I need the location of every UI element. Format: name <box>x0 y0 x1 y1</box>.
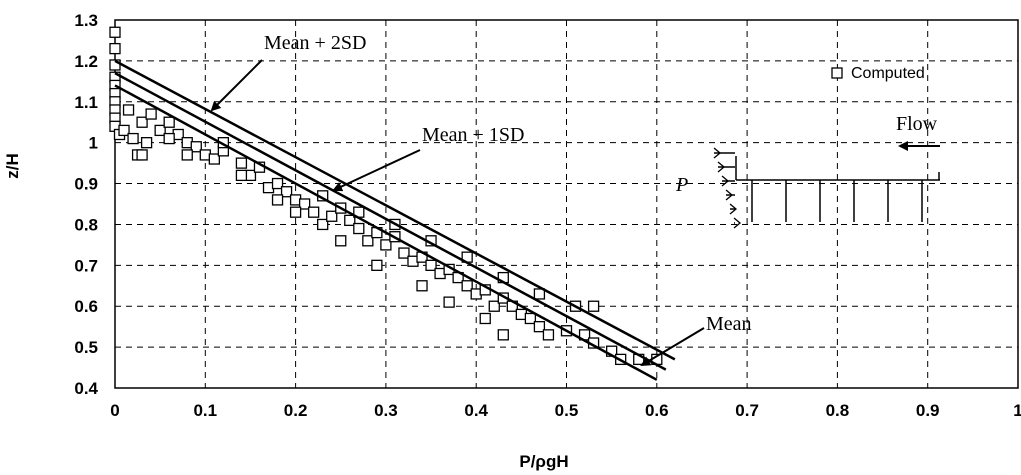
data-point <box>136 116 148 128</box>
data-point <box>479 312 491 325</box>
data-point <box>235 157 248 169</box>
data-point <box>425 259 437 271</box>
x-tick-label: 0.4 <box>464 401 488 420</box>
data-point <box>163 116 175 128</box>
plot-frame <box>114 19 1019 389</box>
line-mean-1sd <box>114 72 667 371</box>
mean-arrow <box>640 327 705 367</box>
x-tick-label: 0.7 <box>735 401 759 420</box>
y-tick-label: 1.1 <box>74 93 98 112</box>
grid <box>115 20 1018 388</box>
pressure-arrowhead <box>713 147 722 159</box>
data-point <box>488 300 500 312</box>
y-axis-title: z/H <box>3 153 22 179</box>
data-point <box>271 177 284 190</box>
y-tick-label: 1.2 <box>74 52 98 71</box>
inset-schematic: Flow P <box>675 113 940 229</box>
x-tick-label: 0 <box>110 401 119 420</box>
x-axis-title: P/ρgH <box>519 452 568 471</box>
data-point <box>344 214 356 227</box>
pressure-arrowhead <box>733 217 742 229</box>
x-tick-label: 0.9 <box>916 401 940 420</box>
data-point <box>326 210 338 222</box>
data-point <box>163 132 175 145</box>
x-tick-label: 0.5 <box>555 401 579 420</box>
line-mean-2sd <box>114 59 676 361</box>
data-point <box>533 321 546 333</box>
pressure-arrowhead <box>721 175 730 187</box>
y-tick-label: 0.8 <box>74 215 98 234</box>
data-point <box>145 108 157 120</box>
data-point <box>289 206 302 218</box>
flow-label: Flow <box>896 113 938 135</box>
data-point <box>208 153 220 165</box>
data-point <box>443 296 455 308</box>
y-tick-label: 0.5 <box>74 338 98 357</box>
data-point <box>335 235 347 247</box>
data-point <box>524 312 537 325</box>
data-point <box>371 259 383 271</box>
pressure-arrowhead <box>717 161 726 173</box>
mean-2sd-label: Mean + 2SD <box>264 32 366 54</box>
data-point <box>109 26 121 38</box>
mean-1sd-label: Mean + 1SD <box>422 124 524 146</box>
y-tick-label: 1 <box>89 134 98 153</box>
data-point <box>280 186 293 198</box>
data-point <box>542 329 555 341</box>
data-point <box>587 300 600 312</box>
data-point <box>271 194 284 206</box>
y-tick-label: 0.7 <box>74 256 98 275</box>
regression-lines <box>114 59 676 381</box>
data-point <box>109 59 121 71</box>
y-tick-label: 1.3 <box>74 11 98 30</box>
y-tick-label: 0.9 <box>74 175 98 194</box>
data-point <box>353 222 365 235</box>
data-point <box>533 288 546 300</box>
pressure-arrows <box>713 147 742 229</box>
data-point <box>122 104 135 116</box>
data-point <box>416 280 428 292</box>
data-point <box>118 124 130 137</box>
x-tick-label: 0.3 <box>374 401 398 420</box>
data-point <box>362 235 374 247</box>
data-point <box>461 280 473 292</box>
data-point <box>154 124 166 137</box>
computed-series <box>109 26 663 366</box>
data-point <box>127 132 139 145</box>
data-point <box>109 42 121 55</box>
legend-label-computed: Computed <box>851 65 925 82</box>
x-tick-label: 0.2 <box>284 401 308 420</box>
x-tick-label: 0.6 <box>645 401 669 420</box>
data-point <box>181 149 193 161</box>
piles <box>751 180 923 222</box>
mean-1sd-arrow <box>332 149 421 192</box>
data-point <box>398 247 410 259</box>
data-point <box>308 206 320 218</box>
y-tick-labels: 0.4 0.5 0.6 0.7 0.8 0.9 1 1.1 1.2 1.3 <box>74 11 98 398</box>
pressure-arrowhead <box>729 203 738 215</box>
x-tick-label: 0.1 <box>193 401 217 420</box>
x-tick-label: 0.8 <box>826 401 850 420</box>
x-tick-label: 1 <box>1013 401 1021 420</box>
legend-marker-square <box>831 67 843 79</box>
data-point <box>380 239 392 251</box>
data-point <box>497 329 509 341</box>
data-point <box>136 149 148 161</box>
mean-label: Mean <box>706 313 752 335</box>
pressure-label: P <box>675 174 688 196</box>
data-point <box>140 137 153 149</box>
line-mean <box>114 84 658 381</box>
pressure-arrowhead <box>725 189 734 201</box>
y-tick-label: 0.6 <box>74 297 98 316</box>
data-point <box>190 141 202 153</box>
mean-2sd-arrow <box>210 59 263 112</box>
legend: Computed <box>831 65 925 82</box>
data-point <box>235 169 248 182</box>
data-point <box>317 218 329 231</box>
y-tick-label: 0.4 <box>74 379 98 398</box>
data-point <box>298 198 311 210</box>
x-tick-labels: 0 0.1 0.2 0.3 0.4 0.5 0.6 0.7 0.8 0.9 1 <box>110 401 1021 420</box>
